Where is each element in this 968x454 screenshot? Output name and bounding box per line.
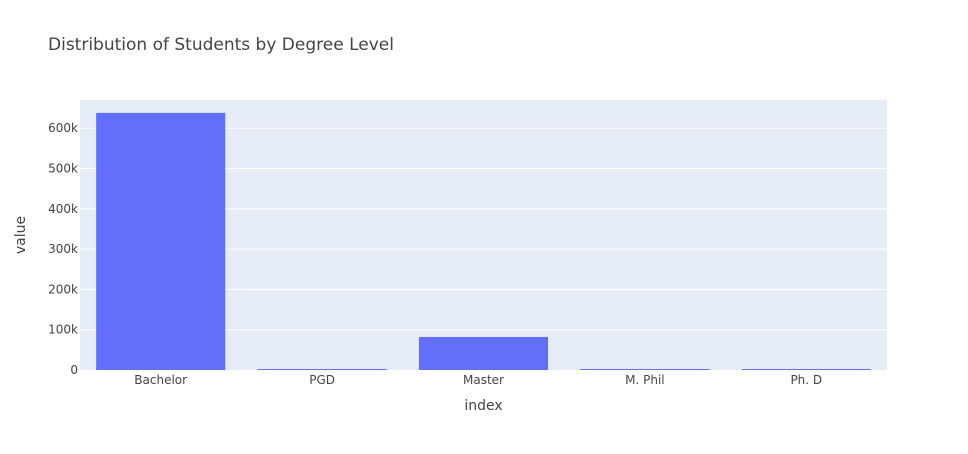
x-tick-label: Bachelor [134,373,187,387]
y-axis-title: value [13,216,29,254]
y-tick-label: 0 [70,363,78,377]
x-tick-label: PGD [309,373,335,387]
bar-master [418,336,549,370]
y-tick-label: 100k [48,323,78,337]
bar-pgd [257,369,387,370]
y-tick-label: 400k [48,202,78,216]
x-tick-label: Ph. D [790,373,822,387]
chart-title: Distribution of Students by Degree Level [48,35,394,55]
x-tick-label: Master [463,373,504,387]
bar-bachelor [96,112,226,371]
y-tick-label: 600k [48,121,78,135]
y-tick-label: 300k [48,242,78,256]
bars [96,112,871,371]
bar-ph-d [741,369,871,370]
y-axis-ticks: 0 100k 200k 300k 400k 500k 600k [48,121,78,377]
y-tick-label: 200k [48,282,78,296]
y-tick-label: 500k [48,162,78,176]
bar-m-phil [580,369,710,370]
x-tick-label: M. Phil [625,373,665,387]
x-axis-ticks: Bachelor PGD Master M. Phil Ph. D [134,373,822,387]
x-axis-title: index [464,398,502,414]
